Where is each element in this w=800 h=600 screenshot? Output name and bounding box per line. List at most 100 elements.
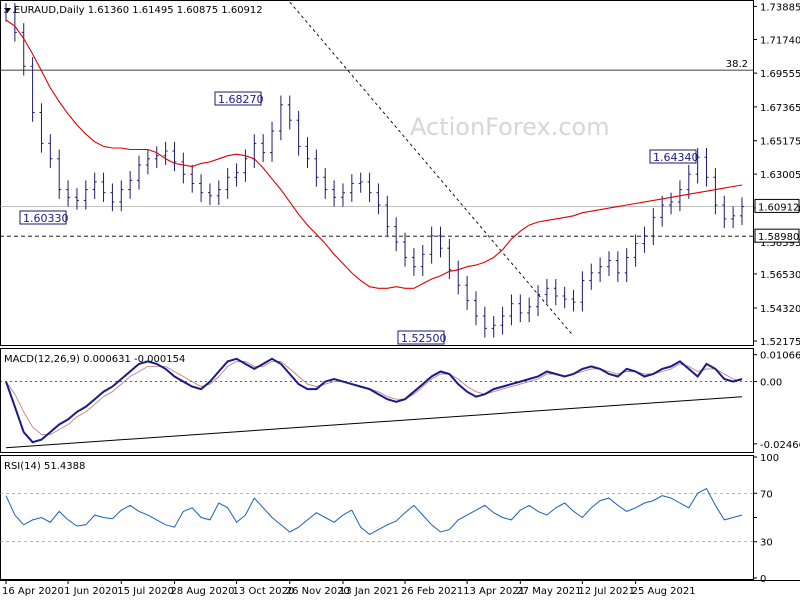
price-bar (527, 297, 532, 323)
price-bar (420, 245, 425, 276)
svg-text:1.60330: 1.60330 (23, 212, 69, 225)
price-bar (722, 195, 727, 229)
price-bar (110, 183, 115, 212)
x-tick-label: 1 Jun 2020 (64, 586, 118, 597)
fib-label: 38.2 (726, 59, 748, 70)
price-bar (92, 172, 97, 199)
rsi-line (5, 487, 743, 535)
macd-y-tick-label: -0.024664 (760, 440, 800, 451)
x-tick-label: 26 Feb 2021 (401, 586, 463, 597)
rsi-y-tick-label: 100 (760, 453, 779, 464)
price-bar (376, 183, 381, 215)
price-y-tick-label: 1.52175 (760, 337, 800, 348)
x-tick-label: 26 Nov 2020 (286, 586, 350, 597)
rsi-y-tick-label: 30 (760, 538, 773, 549)
price-bar (305, 137, 310, 169)
price-bar (651, 208, 656, 246)
swing-label: 1.60330 (19, 210, 69, 225)
swing-label: 1.64340 (649, 149, 699, 164)
macd-y-tick-label: 0.01066 (760, 351, 800, 362)
rsi-layer (0, 487, 753, 543)
price-layer: 38.2 (0, 1, 753, 338)
price-bar (686, 164, 691, 199)
rsi-y-tick-label: 0 (760, 574, 766, 585)
price-bar (367, 172, 372, 202)
price-bar (695, 147, 700, 184)
macd-header: MACD(12,26,9) 0.000631 -0.000154 (4, 354, 185, 365)
macd-y-tick-label: 0.00 (760, 378, 782, 389)
price-bar (66, 180, 71, 207)
macd-line (5, 357, 743, 444)
x-tick-label: 27 May 2021 (516, 586, 581, 597)
price-bar (491, 316, 496, 338)
price-bar (190, 164, 195, 193)
price-bar (740, 197, 744, 226)
price-bar (314, 149, 319, 187)
price-bar (216, 180, 221, 206)
price-bar (562, 286, 567, 309)
price-header: EURAUD,Daily 1.61360 1.61495 1.60875 1.6… (14, 5, 263, 16)
macd-layer (0, 357, 753, 449)
price-bar (704, 147, 709, 187)
moving-average-line (5, 19, 743, 289)
rsi-header: RSI(14) 51.4388 (4, 461, 85, 472)
svg-text:1.58980: 1.58980 (758, 232, 799, 243)
rsi-panel-frame (0, 455, 754, 580)
price-bar (296, 110, 301, 156)
price-bar (207, 183, 212, 206)
price-bar (101, 172, 106, 202)
price-bar (163, 141, 168, 165)
price-bar (332, 180, 337, 207)
price-bar (57, 149, 62, 199)
price-y-tick-label: 1.54320 (760, 304, 800, 315)
price-bar (234, 163, 239, 187)
macd-trendline (5, 396, 743, 449)
x-tick-label: 25 Aug 2021 (632, 586, 696, 597)
price-bar (278, 95, 283, 141)
price-bar (358, 172, 363, 193)
price-bar (438, 226, 443, 258)
price-bar (598, 257, 603, 283)
price-bar (385, 195, 390, 236)
price-bar (669, 192, 674, 215)
price-bar (4, 3, 8, 22)
price-bar (119, 180, 124, 212)
price-bar (731, 206, 736, 229)
price-bar (642, 226, 647, 253)
price-bar (403, 232, 408, 267)
level-price-tag: 1.58980 (754, 228, 800, 243)
x-tick-label: 13 Jan 2021 (339, 586, 399, 597)
x-tick-label: 13 Apr 2021 (463, 586, 525, 597)
macd-panel-frame (0, 348, 754, 453)
price-bar (128, 171, 133, 199)
price-bar (30, 57, 35, 122)
price-y-tick-label: 1.65175 (760, 137, 800, 148)
x-tick-label: 16 Apr 2020 (2, 586, 64, 597)
price-bar (181, 152, 186, 184)
price-bar (589, 263, 594, 290)
price-bar (243, 149, 248, 182)
price-bar (21, 23, 26, 76)
price-bar (624, 248, 629, 283)
svg-text:1.60912: 1.60912 (758, 202, 799, 213)
macd-signal-line (5, 360, 743, 436)
price-y-tick-label: 1.67365 (760, 103, 800, 114)
price-y-tick-label: 1.56530 (760, 270, 800, 281)
price-bar (323, 168, 328, 199)
price-bar (606, 251, 611, 276)
svg-text:1.52500: 1.52500 (401, 332, 447, 345)
price-bar (580, 271, 585, 312)
rsi-y-tick-label: 70 (760, 489, 773, 500)
price-bar (544, 279, 549, 304)
price-bar (349, 174, 354, 202)
label-layer: 1.68270 1.60330 1.52500 1.64340 1.60912 1.589… (19, 91, 800, 345)
price-bar (270, 121, 275, 162)
price-bar (137, 155, 142, 190)
x-tick-label: 12 Jul 2021 (578, 586, 635, 597)
swing-label: 1.68270 (214, 91, 264, 106)
price-bar (340, 183, 345, 207)
price-bar (536, 285, 541, 317)
price-bar (571, 289, 576, 312)
price-bar (553, 279, 558, 306)
price-bar (145, 149, 150, 175)
